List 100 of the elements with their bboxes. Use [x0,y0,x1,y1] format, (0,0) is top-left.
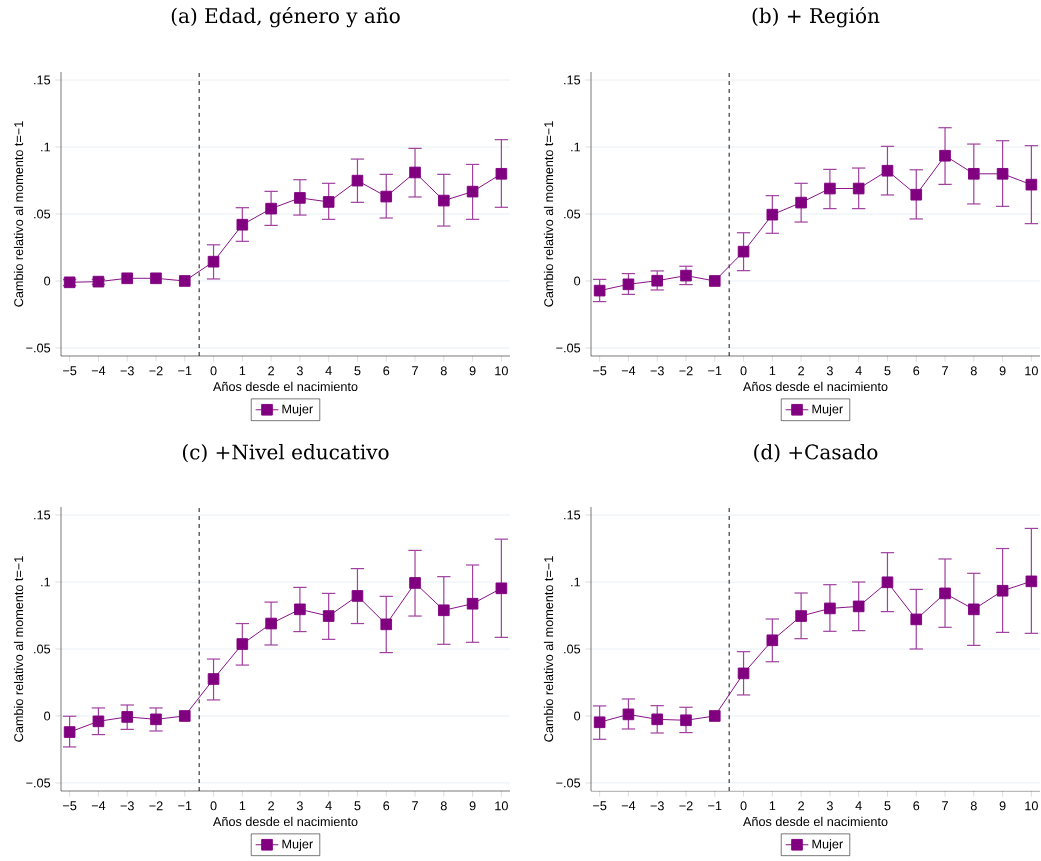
x-tick-label: −1 [708,366,722,376]
x-tick-label: 5 [884,366,891,376]
point [466,597,479,610]
point [766,634,779,647]
point [1025,178,1038,191]
chart-title: (a) Edad, género y año [171,6,400,28]
point [495,168,508,180]
point [996,168,1009,180]
y-tick-label: .05 [564,209,581,219]
y-axis-title: Cambio relativo al momento t=−1 [543,556,554,742]
point [294,603,306,616]
point [910,613,923,626]
x-tick-label: −4 [91,366,106,376]
point [939,149,951,162]
point [121,272,133,285]
x-tick-label: 8 [440,801,447,811]
point [92,715,105,728]
x-tick-label: −1 [708,801,722,811]
x-tick-label: 7 [942,801,948,811]
point [409,577,421,589]
x-tick-label: 10 [1025,366,1038,376]
x-tick-label: 1 [769,366,776,376]
x-tick-label: 1 [239,366,246,376]
point [409,166,421,179]
x-tick-label: 9 [469,801,476,811]
point [322,196,335,208]
point [651,713,664,726]
x-tick-label: 3 [826,366,833,376]
x-tick-label: −5 [593,801,607,811]
point [881,576,894,589]
point [63,726,76,738]
x-tick-label: 6 [383,801,390,811]
x-tick-label: 0 [740,801,747,811]
x-tick-label: −4 [621,366,636,376]
y-tick-label: 0 [44,711,51,721]
point [968,603,980,616]
point [466,185,479,198]
point [380,618,393,631]
point [680,714,692,727]
x-tick-label: −3 [650,366,664,376]
point [438,604,450,617]
x-tick-label: 0 [740,366,747,376]
x-tick-label: 8 [440,366,447,376]
x-tick-label: −2 [679,366,693,376]
y-tick-label: .15 [564,75,581,85]
point [708,275,721,287]
x-tick-label: 5 [354,366,361,376]
point [178,710,191,722]
x-tick-label: 8 [970,366,977,376]
y-tick-label: 0 [574,276,581,286]
x-tick-label: −5 [593,366,607,376]
y-tick-label: .05 [34,644,51,654]
point [380,190,393,203]
x-tick-label: 3 [296,366,303,376]
x-tick-label: 7 [942,366,948,376]
chart-title: (c) +Nivel educativo [183,444,389,463]
x-tick-label: 2 [798,801,805,811]
y-tick-label: .15 [34,75,51,85]
x-tick-label: 6 [913,801,920,811]
point [265,202,277,215]
y-tick-label: .1 [571,142,581,152]
y-tick-label: −.05 [26,778,51,788]
y-axis-title: Cambio relativo al momento t=−1 [13,121,24,307]
x-tick-label: −5 [63,366,77,376]
x-tick-label: 5 [354,801,361,811]
x-tick-label: −1 [178,801,192,811]
legend-label: Mujer [282,404,313,416]
point [495,582,508,595]
x-tick-label: 8 [970,801,977,811]
point [150,713,162,726]
x-axis-title: Años desde el nacimiento [213,381,358,392]
x-tick-label: 6 [383,366,390,376]
y-tick-label: .1 [571,577,581,587]
x-tick-label: 0 [210,366,217,376]
point [150,272,162,285]
point [824,182,836,195]
x-tick-label: −4 [91,801,106,811]
legend-label: Mujer [812,404,843,416]
point [1025,575,1038,588]
point [438,194,450,207]
x-tick-label: 7 [412,366,418,376]
y-tick-label: 0 [44,276,51,286]
x-tick-label: −3 [120,366,134,376]
y-tick-label: .05 [564,644,581,654]
point [766,208,779,221]
point [622,278,635,291]
y-tick-label: .1 [41,142,51,152]
x-tick-label: −3 [120,801,134,811]
point [351,590,364,602]
y-tick-label: .1 [41,577,51,587]
point [593,716,606,729]
x-tick-label: 3 [296,801,303,811]
x-tick-label: 4 [325,801,332,811]
x-tick-label: 3 [826,801,833,811]
legend-label: Mujer [282,839,313,851]
y-axis-title: Cambio relativo al momento t=−1 [13,556,24,742]
x-tick-label: −5 [63,801,77,811]
x-tick-label: 10 [1025,801,1038,811]
point [236,218,249,231]
point [680,269,692,282]
